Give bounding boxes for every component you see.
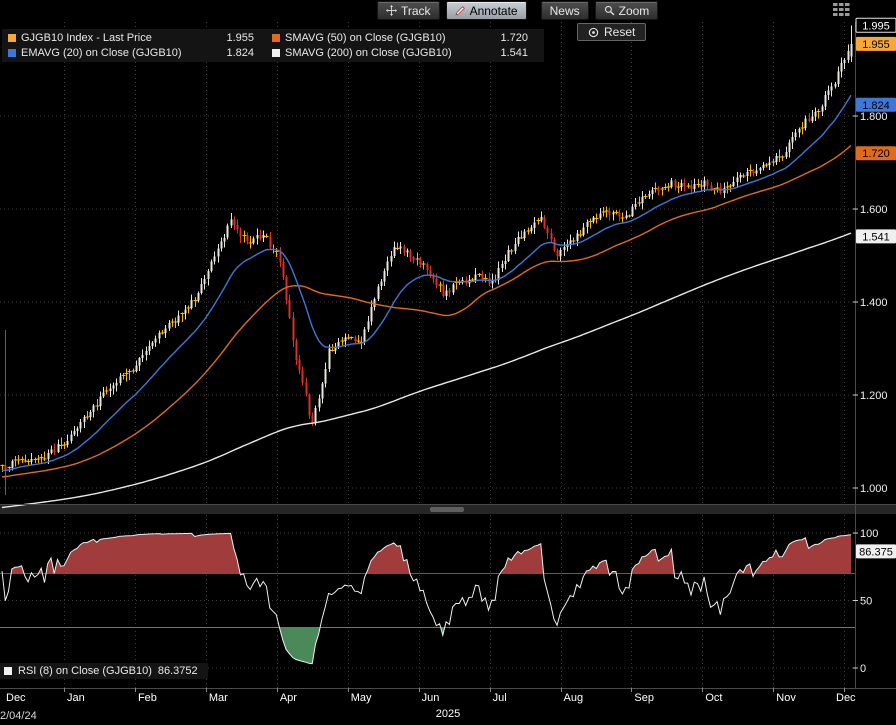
rsi-tick-label: 0 <box>860 663 866 675</box>
legend-value: 1.720 <box>500 32 538 44</box>
price-badge-1.541: 1.541 <box>856 229 896 243</box>
magnifier-icon <box>604 5 615 16</box>
reset-label: Reset <box>604 25 635 39</box>
svg-text:1.541: 1.541 <box>862 231 890 243</box>
legend-value: 1.541 <box>500 47 538 59</box>
month-label: Jul <box>493 692 507 704</box>
rsi-tick-label: 50 <box>860 596 872 608</box>
legend-item: SMAVG (50) on Close (GJGB10) 1.720 <box>268 31 542 45</box>
news-button[interactable]: News <box>541 1 589 20</box>
bloomberg-chart-window: 1.800 1.600 1.400 1.200 1.000 100 50 0 Dec Jan Feb… <box>0 0 896 725</box>
svg-text:86.375: 86.375 <box>859 546 893 558</box>
axis-badges: 1.995 1.955 1.824 1.720 1.541 86.375 <box>856 18 896 558</box>
price-badge-1.955: 1.955 <box>856 37 896 51</box>
legend-label: GJGB10 Index - Last Price <box>21 32 152 44</box>
legend-swatch <box>272 49 280 57</box>
price-tick-label: 1.800 <box>860 111 888 123</box>
track-label: Track <box>401 4 431 18</box>
track-button[interactable]: Track <box>377 1 440 20</box>
ema20-line <box>2 95 851 470</box>
price-badge-1.720: 1.720 <box>856 146 896 160</box>
chart-toolbar: Track Annotate News Zoom <box>377 1 658 20</box>
rsi-legend-label: RSI (8) on Close (GJGB10) <box>18 665 152 677</box>
chart-legend: GJGB10 Index - Last Price 1.955 SMAVG (5… <box>2 29 544 62</box>
legend-swatch <box>272 34 280 42</box>
month-label: Feb <box>138 692 157 704</box>
legend-swatch <box>4 667 12 675</box>
target-icon <box>588 27 599 38</box>
rsi-tick-label: 100 <box>860 528 878 540</box>
month-label: May <box>351 692 372 704</box>
price-badge-1.824: 1.824 <box>856 98 896 112</box>
svg-text:1.995: 1.995 <box>862 20 890 32</box>
pencil-icon <box>455 5 466 16</box>
legend-item: EMAVG (20) on Close (GJGB10) 1.824 <box>4 46 268 60</box>
svg-text:1.720: 1.720 <box>862 148 890 160</box>
price-tick-label: 1.200 <box>860 390 888 402</box>
month-label: Apr <box>280 692 297 704</box>
legend-value: 1.955 <box>226 32 264 44</box>
axes: 1.800 1.600 1.400 1.200 1.000 100 50 0 Dec Jan Feb… <box>0 22 896 722</box>
range-start-date: 2/04/24 <box>0 710 37 722</box>
panel-separator <box>0 505 896 514</box>
month-label: Sep <box>634 692 654 704</box>
moving-averages <box>2 95 851 507</box>
candles <box>1 25 853 495</box>
svg-text:1.824: 1.824 <box>862 100 890 112</box>
news-label: News <box>550 4 580 18</box>
rsi-badge: 86.375 <box>856 544 896 558</box>
month-label: Jan <box>67 692 85 704</box>
sma50-line <box>2 145 851 477</box>
month-label: Dec <box>6 692 26 704</box>
month-label: Nov <box>776 692 796 704</box>
annotate-button[interactable]: Annotate <box>446 1 527 20</box>
month-label: Dec <box>836 692 856 704</box>
legend-label: SMAVG (200) on Close (GJGB10) <box>285 47 452 59</box>
reset-button[interactable]: Reset <box>577 23 646 41</box>
period-high-badge: 1.995 <box>856 18 896 32</box>
zoom-button[interactable]: Zoom <box>595 1 659 20</box>
legend-label: SMAVG (50) on Close (GJGB10) <box>285 32 446 44</box>
month-label: Oct <box>705 692 722 704</box>
legend-label: EMAVG (20) on Close (GJGB10) <box>21 47 182 59</box>
price-tick-label: 1.600 <box>860 204 888 216</box>
legend-item: SMAVG (200) on Close (GJGB10) 1.541 <box>268 46 542 60</box>
year-label: 2025 <box>436 708 460 720</box>
month-label: Aug <box>564 692 584 704</box>
legend-swatch <box>8 34 16 42</box>
annotate-label: Annotate <box>470 4 518 18</box>
rsi-legend: RSI (8) on Close (GJGB10) 86.3752 <box>0 663 208 679</box>
rsi-legend-value: 86.3752 <box>158 665 198 677</box>
legend-item: GJGB10 Index - Last Price 1.955 <box>4 31 268 45</box>
grid-icon[interactable] <box>832 2 851 22</box>
move-cross-icon <box>386 5 397 16</box>
price-tick-label: 1.400 <box>860 297 888 309</box>
gridlines <box>0 22 855 688</box>
price-tick-label: 1.000 <box>860 483 888 495</box>
chart-canvas[interactable]: 1.800 1.600 1.400 1.200 1.000 100 50 0 Dec Jan Feb… <box>0 0 896 725</box>
zoom-label: Zoom <box>619 4 650 18</box>
legend-swatch <box>8 49 16 57</box>
month-label: Mar <box>209 692 228 704</box>
svg-text:1.955: 1.955 <box>862 39 890 51</box>
month-label: Jun <box>422 692 440 704</box>
legend-value: 1.824 <box>226 47 264 59</box>
panel-resize-handle[interactable] <box>430 507 464 512</box>
